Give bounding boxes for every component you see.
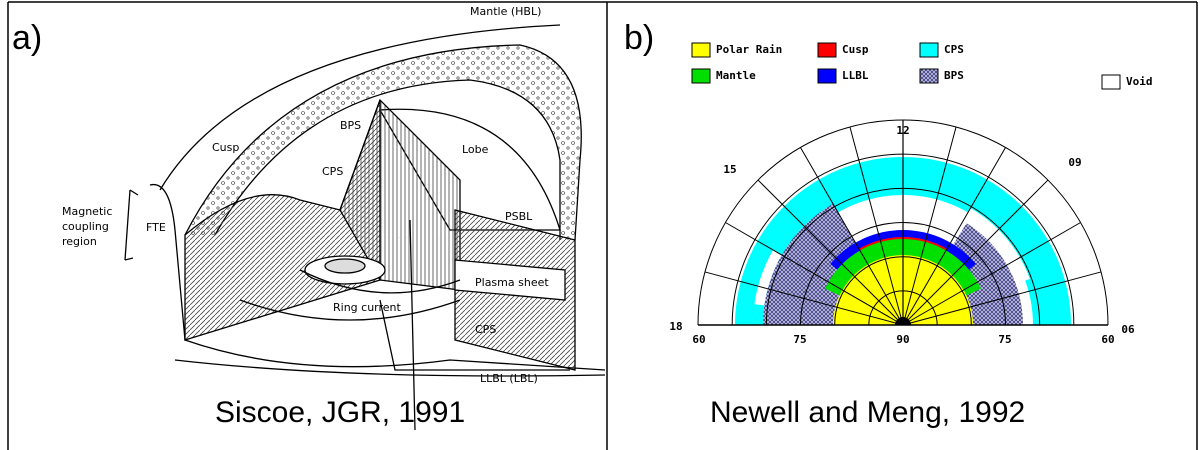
legend-swatch: [691, 68, 711, 84]
legend-swatch: [691, 42, 711, 58]
diagram-label: FTE: [146, 221, 166, 234]
void-gap: [965, 208, 1030, 283]
latitude-label: 90: [896, 333, 909, 346]
diagram-label: Lobe: [462, 143, 489, 156]
legend-swatch: [817, 68, 837, 84]
diagram-label: Magnetic: [62, 205, 112, 218]
panel-label: a): [12, 19, 42, 57]
legend-label: Polar Rain: [716, 43, 782, 56]
diagram-label: Mantle (HBL): [470, 5, 541, 18]
diagram-label: Ring current: [333, 301, 402, 314]
diagram-label: Cusp: [212, 141, 239, 154]
grid-spoke: [757, 179, 904, 326]
legend-swatch: [817, 42, 837, 58]
caption: Newell and Meng, 1992: [710, 396, 1025, 429]
void-gap: [754, 250, 782, 306]
hour-label: 06: [1121, 323, 1135, 336]
diagram-label: CPS: [322, 165, 343, 178]
diagram-label: CPS: [475, 323, 496, 336]
legend-label: Mantle: [716, 69, 756, 82]
legend-label: Void: [1126, 75, 1153, 88]
legend-label: BPS: [944, 69, 964, 82]
latitude-label: 75: [998, 333, 1011, 346]
grid-spoke: [902, 126, 957, 326]
legend-swatch: [1101, 74, 1121, 90]
region: [735, 157, 1071, 325]
diagram-label: LLBL (LBL): [480, 372, 538, 385]
grid-spoke: [902, 222, 1081, 326]
caption: Siscoe, JGR, 1991: [215, 396, 465, 429]
diagram-label: region: [62, 235, 97, 248]
grid-spoke: [902, 147, 1006, 326]
grid-spoke: [902, 179, 1049, 326]
grid-spoke: [800, 147, 904, 326]
legend-label: Cusp: [842, 43, 869, 56]
hour-label: 15: [723, 163, 736, 176]
diagram-label: BPS: [340, 119, 361, 132]
pole: [895, 317, 911, 325]
grid-spoke: [704, 271, 904, 326]
grid-spoke: [849, 126, 904, 326]
legend-swatch: [919, 68, 939, 84]
legend-label: LLBL: [842, 69, 869, 82]
latitude-label: 60: [692, 333, 705, 346]
panel-label: b): [624, 19, 654, 57]
hour-label: 09: [1068, 156, 1081, 169]
grid-spoke: [902, 271, 1102, 326]
region: [825, 239, 981, 297]
diagram-label: Plasma sheet: [475, 276, 549, 289]
latitude-label: 60: [1101, 333, 1114, 346]
hour-label: 18: [669, 320, 682, 333]
diagram-label: coupling: [62, 220, 109, 233]
grid-spoke: [725, 222, 904, 326]
frame: [7, 1, 1198, 450]
polar-plot: [697, 119, 1109, 326]
hour-label: 12: [896, 124, 909, 137]
region: [830, 229, 976, 270]
legend-label: CPS: [944, 43, 964, 56]
magnetosphere-sketch: [124, 24, 606, 431]
latitude-label: 75: [793, 333, 806, 346]
legend-swatch: [919, 42, 939, 58]
diagram-label: PSBL: [505, 210, 533, 223]
legend: Polar Rain Cusp CPS Mantle LLBL BPS Void: [691, 42, 1153, 90]
